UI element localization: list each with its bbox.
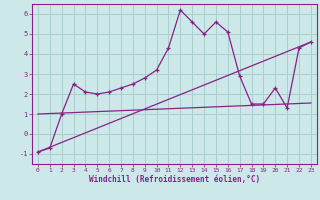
X-axis label: Windchill (Refroidissement éolien,°C): Windchill (Refroidissement éolien,°C) (89, 175, 260, 184)
